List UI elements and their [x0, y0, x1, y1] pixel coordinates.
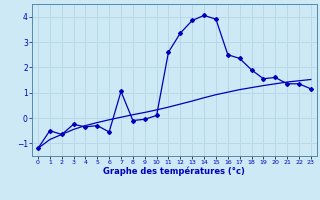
- X-axis label: Graphe des températures (°c): Graphe des températures (°c): [103, 167, 245, 176]
